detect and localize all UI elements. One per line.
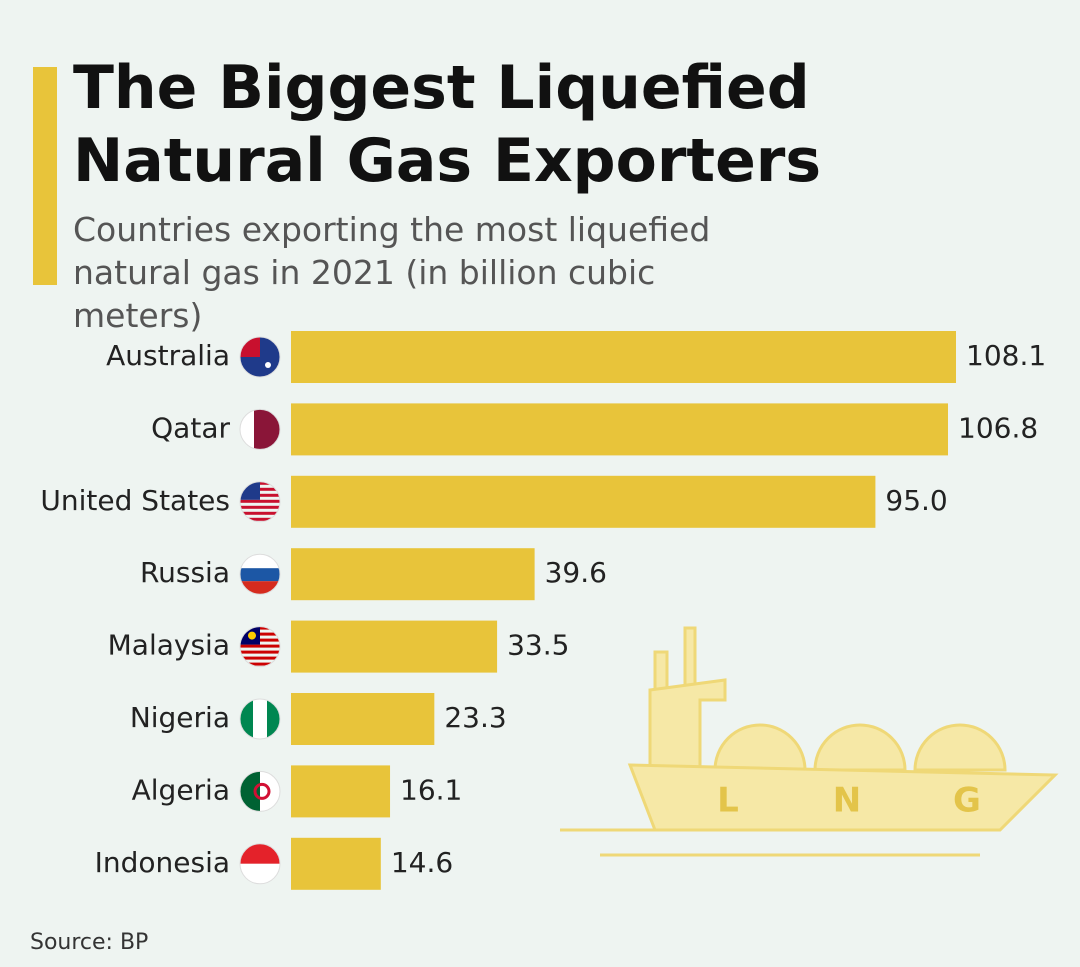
- value-label: 95.0: [885, 484, 947, 517]
- category-label: United States: [40, 484, 230, 517]
- flag-border: [239, 698, 281, 740]
- flag-part: [240, 568, 280, 582]
- flag-part: [240, 644, 280, 648]
- bar: [291, 331, 956, 383]
- bar: [291, 548, 535, 601]
- bar: [291, 837, 381, 890]
- flag: [240, 409, 280, 450]
- flag-part: [253, 782, 271, 800]
- flag: [240, 843, 280, 884]
- value-label: 16.1: [400, 773, 462, 806]
- flag-border: [239, 481, 281, 523]
- flag-part: [240, 517, 280, 521]
- flag-part: [240, 650, 280, 654]
- flag-part: [240, 656, 280, 660]
- flag: [240, 626, 280, 666]
- flag-part: [240, 771, 260, 812]
- flag-border: [239, 408, 281, 450]
- flag-part: [240, 511, 280, 515]
- flag-part: [240, 863, 280, 884]
- flag-part: [240, 499, 280, 503]
- category-label: Nigeria: [130, 701, 230, 734]
- flag-part: [240, 581, 280, 595]
- flag-part: [265, 362, 271, 368]
- value-label: 106.8: [958, 411, 1038, 444]
- bar: [291, 620, 498, 673]
- title-accent: [33, 67, 57, 285]
- chart-title: The Biggest Liquefied Natural Gas Export…: [73, 53, 822, 196]
- flag-part: [253, 699, 267, 739]
- category-label: Algeria: [132, 773, 230, 806]
- value-label: 39.6: [545, 556, 607, 589]
- category-label: Qatar: [151, 411, 230, 444]
- flag-part: [240, 505, 280, 509]
- source-note: Source: BP: [30, 930, 149, 955]
- flag: [240, 699, 280, 739]
- flag-border: [239, 553, 281, 595]
- flag: [240, 554, 280, 595]
- illustration-letter: N: [833, 781, 861, 821]
- illustration-letter: G: [953, 781, 981, 821]
- flag-border: [239, 336, 281, 378]
- flag-part: [240, 662, 280, 666]
- flag-border: [239, 626, 281, 668]
- flag: [240, 771, 280, 812]
- value-label: 108.1: [966, 339, 1046, 372]
- category-label: Malaysia: [108, 629, 230, 662]
- category-label: Australia: [106, 339, 230, 372]
- flag-part: [240, 843, 280, 864]
- bar: [291, 403, 949, 456]
- value-label: 14.6: [391, 846, 453, 879]
- bar: [291, 693, 435, 745]
- flag-border: [239, 770, 281, 812]
- value-label: 23.3: [444, 701, 506, 734]
- chart-subtitle: Countries exporting the most liquefied n…: [73, 210, 711, 335]
- flag-border: [239, 843, 281, 885]
- ship-illustration: [560, 626, 1059, 857]
- flag-part: [240, 409, 254, 450]
- bar: [291, 475, 876, 528]
- category-label: Russia: [140, 556, 230, 589]
- flag-part: [240, 554, 280, 569]
- bar: [291, 765, 391, 818]
- value-label: 33.5: [507, 629, 569, 662]
- flag-part: [248, 631, 256, 640]
- illustration-letter: L: [717, 781, 739, 821]
- category-label: Indonesia: [95, 846, 230, 879]
